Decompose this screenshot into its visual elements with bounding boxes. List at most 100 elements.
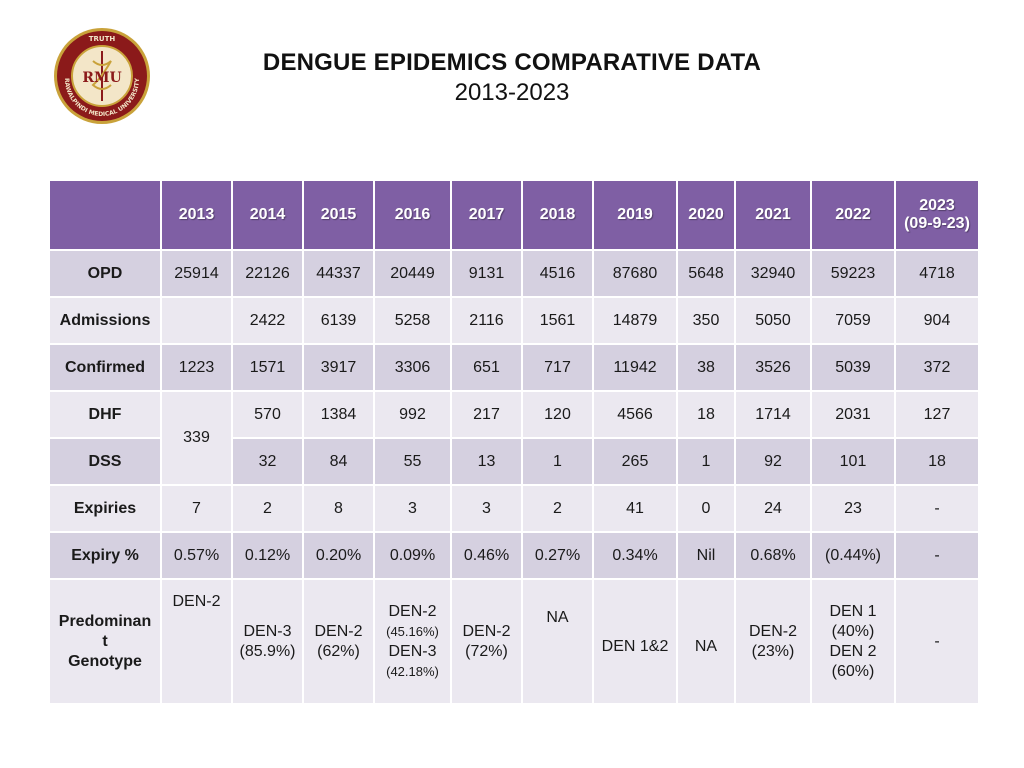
- table-row-confirmed: Confirmed 1223 1571 3917 3306 651 717 11…: [48, 343, 980, 392]
- row-label: OPD: [48, 249, 162, 298]
- table-cell: DEN-3 (85.9%): [231, 578, 304, 705]
- row-label: DHF: [48, 390, 162, 439]
- table-cell: 3: [450, 484, 523, 533]
- cell-line: DEN 2: [829, 642, 877, 660]
- table-cell: 2: [231, 484, 304, 533]
- cell-line: DEN-2: [388, 602, 437, 620]
- university-seal-icon: RMU TRUTH RAWALPINDI MEDICAL UNIVERSITY: [54, 28, 150, 124]
- table-cell: 0.68%: [734, 531, 812, 580]
- table-cell: 570: [231, 390, 304, 439]
- header-cell-2014: 2014: [231, 179, 304, 251]
- table-row-expiry-pct: Expiry % 0.57% 0.12% 0.20% 0.09% 0.46% 0…: [48, 531, 980, 580]
- header-cell-2013: 2013: [160, 179, 233, 251]
- table-cell: 22126: [231, 249, 304, 298]
- row-label-line: Predominan: [58, 612, 152, 630]
- row-label-line: t: [102, 632, 108, 650]
- table-cell: 5258: [373, 296, 452, 345]
- table-cell: 7059: [810, 296, 896, 345]
- cell-line: (85.9%): [239, 642, 296, 660]
- table-cell: 11942: [592, 343, 678, 392]
- table-cell: 59223: [810, 249, 896, 298]
- header-cell-2019: 2019: [592, 179, 678, 251]
- table-cell: 4566: [592, 390, 678, 439]
- row-label: Admissions: [48, 296, 162, 345]
- table-row-dhf: DHF 339 570 13 84 992 217 120 4566 18 171…: [48, 390, 980, 486]
- table-cell: 20449: [373, 249, 452, 298]
- table-cell: 992: [373, 390, 452, 439]
- header-cell-2023: 2023 (09-9-23): [894, 179, 980, 251]
- table-cell: 120: [521, 390, 594, 439]
- table-cell: 5050: [734, 296, 812, 345]
- table-cell: 2422: [231, 296, 304, 345]
- table-cell: 84: [302, 437, 375, 486]
- table-cell: NA: [521, 578, 594, 705]
- row-label-line: Genotype: [68, 652, 142, 670]
- table-cell: 18: [676, 390, 736, 439]
- table-cell: DEN-2 (62%): [302, 578, 375, 705]
- table-cell: 350: [676, 296, 736, 345]
- table-cell: 0.57%: [160, 531, 233, 580]
- table-cell: DEN-2 (23%): [734, 578, 812, 705]
- table-cell: -: [894, 531, 980, 580]
- table-cell: 651: [450, 343, 523, 392]
- table-cell: 4516: [521, 249, 594, 298]
- row-label: Predominan t Genotype: [48, 578, 162, 705]
- cell-line: DEN-3: [243, 622, 292, 640]
- table-cell: 0: [676, 484, 736, 533]
- table-cell: 1: [521, 437, 594, 486]
- table-cell: 217: [450, 390, 523, 439]
- table-cell: 2031: [810, 390, 896, 439]
- header-cell-2016: 2016: [373, 179, 452, 251]
- table-cell: 127: [894, 390, 980, 439]
- table-cell: 1: [676, 437, 736, 486]
- table-cell: 1561: [521, 296, 594, 345]
- table-cell: DEN-2: [160, 578, 233, 705]
- table-row-opd: OPD 25914 22126 44337 20449 9131 4516 87…: [48, 249, 980, 298]
- table-cell: 0.12%: [231, 531, 304, 580]
- header-2023-date: (09-9-23): [904, 215, 970, 232]
- table-cell: 55: [373, 437, 452, 486]
- table-cell: 41: [592, 484, 678, 533]
- table-cell: 13: [450, 437, 523, 486]
- table-cell: 14879: [592, 296, 678, 345]
- table-cell: 0.27%: [521, 531, 594, 580]
- table-cell: NA: [676, 578, 736, 705]
- header-cell-2022: 2022: [810, 179, 896, 251]
- cell-line: (72%): [465, 642, 508, 660]
- cell-line: DEN 1: [829, 602, 877, 620]
- row-label: Expiry %: [48, 531, 162, 580]
- table-cell-merged: 339: [160, 390, 233, 486]
- table-cell: -: [894, 484, 980, 533]
- cell-line: (62%): [317, 642, 360, 660]
- cell-line: DEN-2: [462, 622, 511, 640]
- row-label: Expiries: [48, 484, 162, 533]
- table-cell: 1714: [734, 390, 812, 439]
- table-cell: 24: [734, 484, 812, 533]
- table-cell: 0.20%: [302, 531, 375, 580]
- table-cell: [160, 296, 233, 345]
- table-cell: -: [894, 578, 980, 705]
- cell-line: DEN-2: [748, 622, 797, 640]
- table-cell: 8: [302, 484, 375, 533]
- table-cell: DEN 1 (40%) DEN 2 (60%): [810, 578, 896, 705]
- university-logo: RMU TRUTH RAWALPINDI MEDICAL UNIVERSITY: [53, 27, 151, 125]
- table-cell: 2116: [450, 296, 523, 345]
- table-cell: 23: [810, 484, 896, 533]
- header-cell-2021: 2021: [734, 179, 812, 251]
- cell-line: DEN-2: [314, 622, 363, 640]
- header-2023-year: 2023: [919, 197, 955, 214]
- table-cell: DEN-2 (72%): [450, 578, 523, 705]
- header-cell-2018: 2018: [521, 179, 594, 251]
- cell-line: (23%): [751, 642, 795, 660]
- table-row-genotype: Predominan t Genotype DEN-2 DEN-3 (85.9%…: [48, 578, 980, 705]
- table-cell: 7: [160, 484, 233, 533]
- cell-line: (42.18%): [386, 663, 439, 679]
- table-cell: 32940: [734, 249, 812, 298]
- table-cell: 3917: [302, 343, 375, 392]
- table-cell: 18: [894, 437, 980, 486]
- row-label: Confirmed: [48, 343, 162, 392]
- header-cell-blank: [48, 179, 162, 251]
- table-cell: 6139: [302, 296, 375, 345]
- dengue-data-table: 2013 2014 2015 2016 2017 2018 2019 2020 …: [48, 179, 980, 705]
- table-cell: 5648: [676, 249, 736, 298]
